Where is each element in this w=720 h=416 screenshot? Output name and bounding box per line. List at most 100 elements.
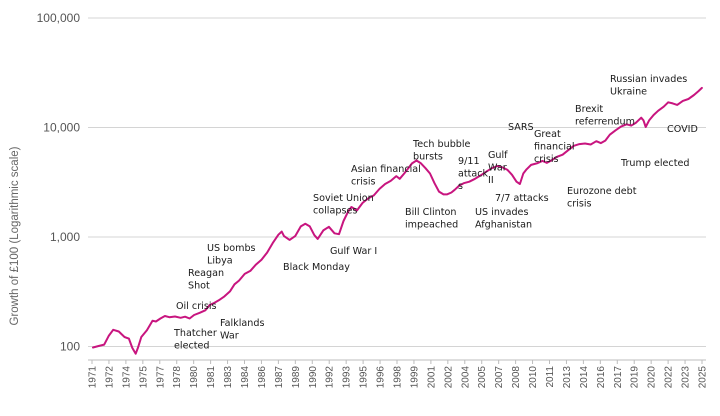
event-annotation: Gulf War I — [330, 246, 377, 257]
x-tick-label: 1987 — [274, 366, 285, 389]
x-tick-label: 2019 — [630, 366, 641, 389]
x-tick-label: 1998 — [393, 366, 404, 389]
event-annotation-line: War — [488, 163, 507, 174]
x-tick-label: 2020 — [647, 366, 658, 389]
x-tick-label: 2005 — [477, 366, 488, 389]
y-tick-label: 100 — [60, 340, 80, 354]
x-tick-label: 1992 — [325, 366, 336, 389]
event-annotation: Soviet Union collapses — [313, 193, 374, 217]
event-annotation-line: attack — [458, 169, 489, 180]
event-annotation-line: 9/11 — [458, 156, 480, 167]
event-annotation-line: Great — [534, 129, 561, 140]
event-annotation: COVID — [667, 124, 698, 135]
y-axis-label: Growth of £100 (Logarithmic scale) — [9, 146, 21, 325]
x-tick-label: 2013 — [562, 366, 573, 389]
event-annotation-line: US bombs — [207, 243, 256, 254]
event-annotation: Reagan Shot — [188, 268, 224, 292]
event-annotation-line: Soviet Union — [313, 193, 374, 204]
event-annotation-line: Tech bubble — [412, 139, 471, 150]
x-tick-label: 2016 — [596, 366, 607, 389]
event-annotation-line: Libya — [207, 256, 233, 267]
event-annotation-line: elected — [174, 341, 210, 352]
event-annotation-line: Brexit — [575, 104, 603, 115]
event-annotation-line: Ukraine — [610, 87, 647, 98]
x-tick-label: 1999 — [409, 366, 420, 389]
event-annotation-line: War — [220, 331, 239, 342]
event-annotation-line: impeached — [405, 220, 458, 231]
event-annotation-line: crisis — [534, 154, 559, 165]
event-annotation-line: referrendum — [575, 117, 635, 128]
event-annotation-line: Black Monday — [283, 262, 350, 273]
event-annotation-line: crisis — [351, 177, 376, 188]
event-annotation: Thatcher elected — [173, 328, 217, 352]
event-annotation-line: II — [488, 175, 494, 186]
y-tick-label: 10,000 — [43, 121, 80, 135]
x-tick-label: 1986 — [257, 366, 268, 389]
event-annotation: US bombs Libya — [207, 243, 256, 267]
event-annotation: Gulf War II — [488, 150, 508, 186]
x-tick-label: 1980 — [189, 366, 200, 389]
event-annotation: Brexit referrendum — [575, 104, 635, 128]
event-annotation: Great financial crisis — [534, 129, 575, 165]
event-annotation: Asian financial crisis — [351, 164, 421, 188]
x-tick-label: 2001 — [426, 366, 437, 389]
event-annotation-line: Trump elected — [620, 158, 689, 169]
event-annotation: Russian invades Ukraine — [610, 74, 687, 98]
event-annotation-line: US invades — [475, 207, 528, 218]
x-axis-ticks: 1971 1972 1974 1975 1977 1978 1980 1981 1983 1984… — [88, 360, 709, 388]
event-annotation-line: 7/7 attacks — [495, 193, 549, 204]
event-annotation: Trump elected — [620, 158, 689, 169]
x-tick-label: 1981 — [206, 366, 217, 389]
x-tick-label: 2011 — [545, 366, 556, 388]
x-tick-label: 1989 — [291, 366, 302, 389]
x-tick-label: 2022 — [664, 366, 675, 389]
event-annotation: Falklands War — [220, 318, 264, 342]
event-annotation: Eurozone debt crisis — [567, 186, 637, 210]
x-tick-label: 1995 — [359, 366, 370, 389]
y-axis-ticks: 100 1,000 10,000 100,000 — [37, 11, 81, 354]
x-tick-label: 1990 — [308, 366, 319, 389]
event-annotation-line: Gulf — [488, 150, 508, 161]
y-tick-label: 1,000 — [50, 230, 80, 244]
x-tick-label: 1971 — [88, 366, 99, 389]
event-annotation: Bill Clinton impeached — [405, 207, 458, 231]
x-tick-label: 1975 — [138, 366, 149, 389]
event-annotation: SARS — [508, 122, 534, 133]
gridlines — [88, 17, 706, 347]
event-annotations: Thatcher elected Oil crisis Reagan Shot US bo… — [173, 74, 698, 352]
event-annotation: 9/11 attack s — [458, 156, 489, 192]
event-annotation-line: Bill Clinton — [405, 207, 456, 218]
event-annotation-line: SARS — [508, 122, 534, 133]
x-tick-label: 2025 — [698, 366, 709, 389]
x-tick-label: 1993 — [342, 366, 353, 389]
x-tick-label: 1972 — [104, 366, 115, 389]
event-annotation-line: Asian financial — [351, 164, 421, 175]
event-annotation-line: collapses — [313, 206, 357, 217]
x-tick-label: 1974 — [121, 366, 132, 389]
event-annotation-line: Russian invades — [610, 74, 687, 85]
x-tick-label: 2010 — [528, 366, 539, 389]
series-line — [92, 86, 703, 355]
x-tick-label: 2002 — [443, 366, 454, 389]
x-tick-label: 2008 — [511, 366, 522, 389]
x-tick-label: 2007 — [494, 366, 505, 389]
event-annotation: 7/7 attacks — [495, 193, 549, 204]
event-annotation: Black Monday — [283, 262, 350, 273]
event-annotation-line: Eurozone debt — [567, 186, 637, 197]
event-annotation-line: financial — [534, 142, 575, 153]
event-annotation-line: Shot — [188, 281, 210, 292]
x-tick-label: 1977 — [155, 366, 166, 389]
event-annotation: Tech bubble bursts — [412, 139, 471, 163]
event-annotation: US invades Afghanistan — [475, 207, 532, 231]
y-tick-label: 100,000 — [37, 11, 81, 25]
event-annotation-line: crisis — [567, 199, 592, 210]
event-annotation-line: bursts — [413, 152, 443, 163]
x-tick-label: 2004 — [460, 366, 471, 389]
event-annotation-line: COVID — [667, 124, 698, 135]
event-annotation-line: Thatcher — [173, 328, 217, 339]
event-annotation: Oil crisis — [176, 301, 216, 312]
x-tick-label: 1978 — [172, 366, 183, 389]
x-tick-label: 1983 — [223, 366, 234, 389]
event-annotation-line: Falklands — [220, 318, 264, 329]
